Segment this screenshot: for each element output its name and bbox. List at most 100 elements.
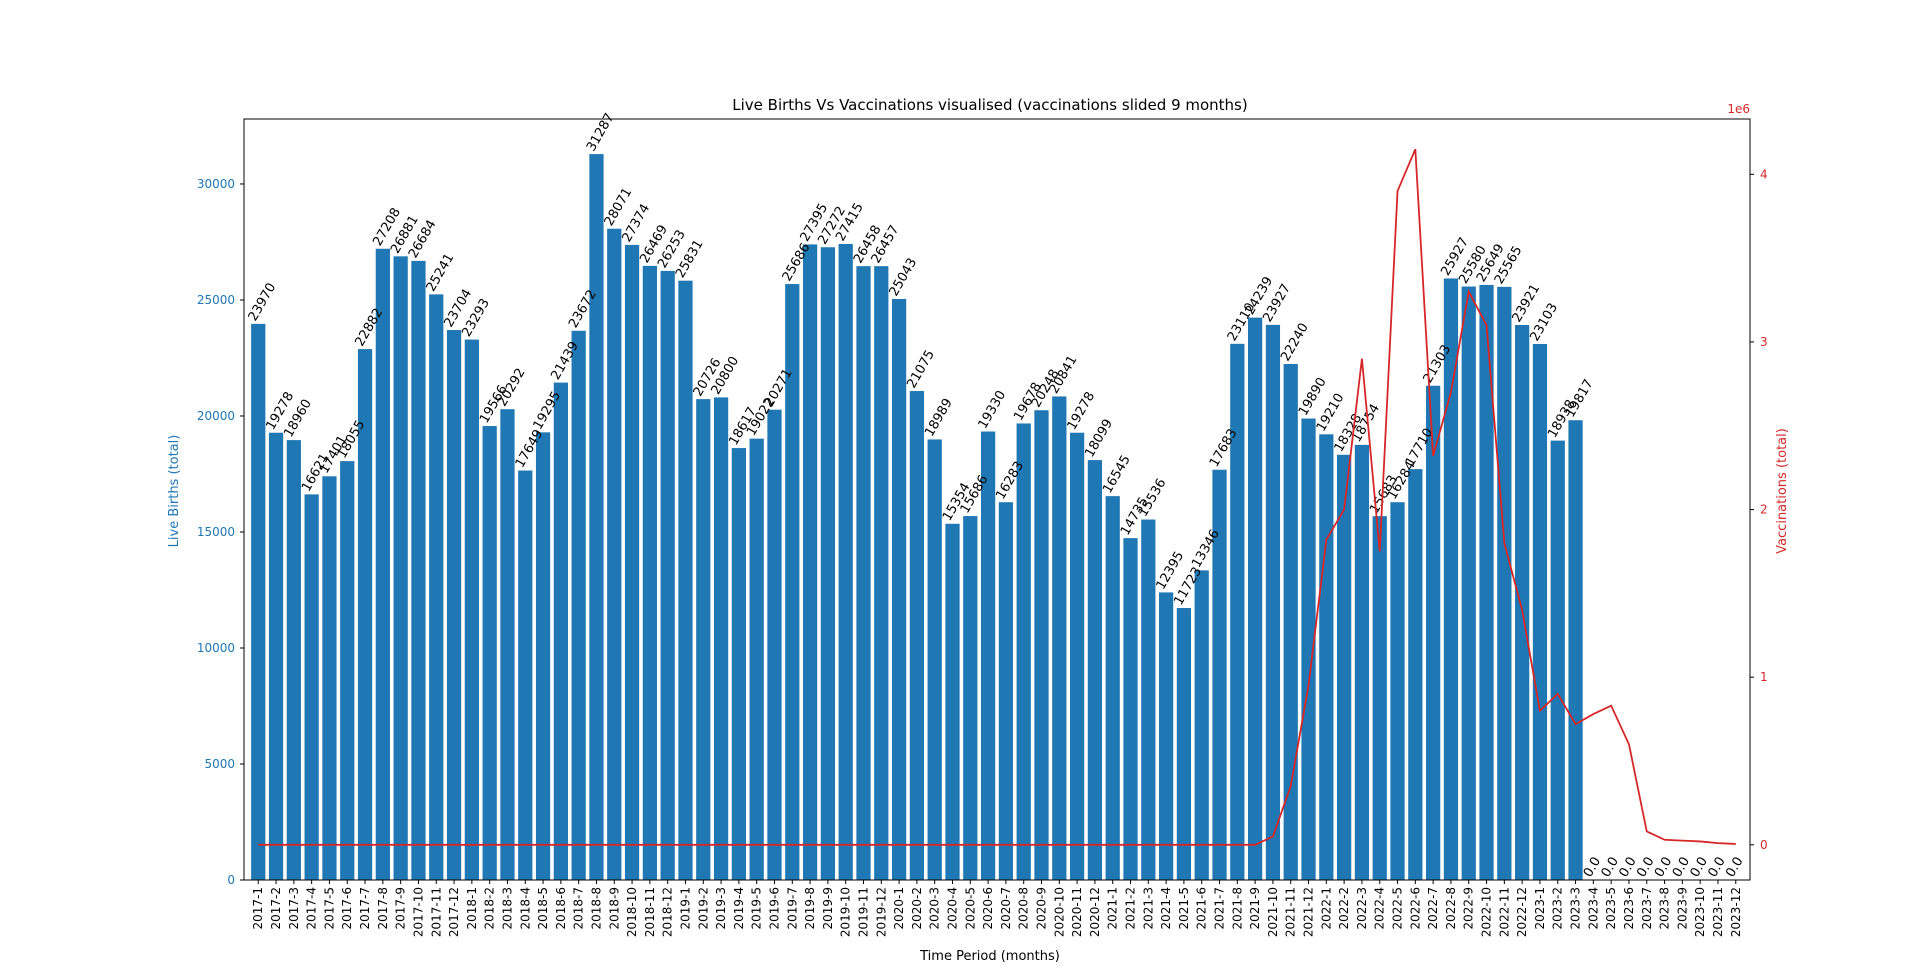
bar [518, 470, 533, 880]
bar [589, 154, 604, 880]
bar [268, 432, 284, 880]
bar [607, 228, 622, 880]
x-tick-label: 2022-7 [1426, 887, 1440, 930]
bar [1301, 418, 1316, 880]
bar-value-label: 25043 [887, 256, 921, 299]
bar [963, 516, 978, 880]
bar [553, 382, 568, 880]
x-tick-label: 2017-8 [376, 887, 390, 930]
x-tick-label: 2021-10 [1266, 887, 1280, 937]
y2-offset-label: 1e6 [1727, 102, 1750, 116]
x-tick-label: 2020-5 [963, 887, 977, 930]
x-tick-label: 2020-1 [892, 887, 906, 930]
y2-tick-label: 3 [1760, 335, 1768, 349]
bar [411, 260, 426, 880]
bar [1176, 608, 1192, 880]
bar [1568, 420, 1583, 880]
x-tick-label: 2023-7 [1640, 887, 1654, 930]
bar [446, 330, 462, 880]
x-tick-label: 2021-6 [1195, 887, 1209, 930]
x-tick-label: 2017-4 [305, 887, 319, 930]
bar [998, 502, 1014, 880]
x-tick-label: 2023-10 [1693, 887, 1707, 937]
bar [1141, 519, 1156, 880]
x-tick-label: 2023-2 [1551, 887, 1565, 930]
x-tick-label: 2017-2 [269, 887, 283, 930]
bar [874, 266, 889, 880]
y2-ticks: 0 1 2 3 4 [1750, 167, 1768, 852]
x-tick-label: 2023-8 [1658, 887, 1672, 930]
x-tick-label: 2019-1 [678, 887, 692, 930]
bar [1497, 286, 1512, 880]
bar [304, 494, 319, 880]
bar [1230, 343, 1245, 880]
bar [1265, 324, 1281, 881]
bar [1034, 410, 1049, 880]
vaccination-line [258, 148, 1736, 846]
x-tick-label: 2023-4 [1586, 887, 1600, 930]
bar [1479, 284, 1494, 880]
x-tick-label: 2020-9 [1035, 887, 1049, 930]
x-tick-label: 2021-2 [1124, 887, 1138, 930]
x-tick-label: 2018-6 [554, 887, 568, 930]
bar [1283, 364, 1298, 880]
chart-title: Live Births Vs Vaccinations visualised (… [732, 96, 1247, 114]
y-tick-label: 0 [227, 873, 235, 887]
x-tick-label: 2019-3 [714, 887, 728, 930]
x-tick-label: 2017-7 [358, 887, 372, 930]
x-tick-label: 2023-3 [1569, 887, 1583, 930]
bar [1390, 502, 1405, 880]
bar [1105, 496, 1120, 880]
bar [1158, 592, 1174, 880]
y-tick-label: 10000 [197, 641, 235, 655]
x-tick-label: 2020-12 [1088, 887, 1102, 937]
x-tick-label: 2021-8 [1230, 887, 1244, 930]
x-tick-label: 2023-11 [1711, 887, 1725, 937]
x-tick-label: 2022-11 [1497, 887, 1511, 937]
bar [1515, 325, 1530, 880]
x-tick-label: 2018-11 [643, 887, 657, 937]
x-tick-label: 2020-3 [928, 887, 942, 930]
x-tick-label: 2023-1 [1533, 887, 1547, 930]
x-tick-label: 2018-9 [607, 887, 621, 930]
bar [891, 298, 907, 880]
x-tick-label: 2022-10 [1480, 887, 1494, 937]
bar [393, 256, 408, 881]
bar [660, 270, 675, 880]
y-tick-label: 25000 [197, 293, 235, 307]
bar-value-label: 25241 [424, 251, 458, 294]
x-tick-label: 2021-11 [1284, 887, 1298, 937]
x-tick-label: 2021-9 [1248, 887, 1262, 930]
bar [571, 330, 586, 880]
x-tick-label: 2019-11 [856, 887, 870, 937]
bar-value-label: 16545 [1100, 453, 1134, 496]
y-ticks: 0 5000 10000 15000 20000 25000 30000 [197, 177, 244, 887]
x-tick-label: 2018-10 [625, 887, 639, 937]
bar [340, 461, 355, 880]
x-tick-label: 2020-11 [1070, 887, 1084, 937]
x-tick-label: 2020-8 [1017, 887, 1031, 930]
y2-tick-label: 0 [1760, 838, 1768, 852]
bar [731, 448, 746, 880]
x-tick-label: 2019-8 [803, 887, 817, 930]
bar-value-label: 0.0 [1723, 855, 1746, 880]
bar [1354, 444, 1370, 880]
vaccination-series [258, 148, 1736, 846]
x-tick-label: 2017-1 [251, 887, 265, 930]
x-tick-label: 2022-8 [1444, 887, 1458, 930]
x-tick-label: 2018-8 [589, 887, 603, 930]
bar [696, 399, 711, 880]
bar [1426, 385, 1441, 880]
bar-value-label: 23970 [246, 281, 280, 324]
x-tick-label: 2020-4 [945, 887, 959, 930]
bar [767, 409, 782, 880]
bar [1016, 423, 1031, 880]
x-tick-label: 2021-1 [1106, 887, 1120, 930]
x-tick-label: 2020-2 [910, 887, 924, 930]
bar [1087, 460, 1103, 880]
x-tick-label: 2023-12 [1729, 887, 1743, 937]
bar [785, 284, 800, 880]
bar [286, 440, 301, 880]
x-tick-label: 2023-9 [1675, 887, 1689, 930]
